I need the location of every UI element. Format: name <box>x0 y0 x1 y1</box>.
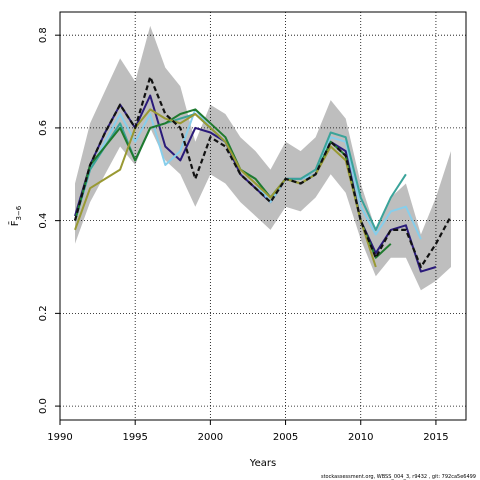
x-axis: 1990 1995 2000 2005 2010 2015 <box>47 420 449 443</box>
x-tick-label: 2010 <box>348 432 373 443</box>
x-tick-label: 2005 <box>273 432 298 443</box>
x-axis-title: Years <box>249 458 276 469</box>
y-axis-title-subscript: 3−6 <box>15 205 23 220</box>
y-tick-label: 0.0 <box>38 398 49 414</box>
series-layer <box>73 75 452 273</box>
x-tick-label: 1990 <box>47 432 72 443</box>
y-tick-label: 0.6 <box>38 120 49 136</box>
confidence-band <box>75 25 451 291</box>
series-line-5 <box>74 108 377 268</box>
y-tick-label: 0.8 <box>38 27 49 43</box>
series-line-6 <box>73 75 452 269</box>
y-axis: 0.0 0.2 0.4 0.6 0.8 <box>38 27 60 414</box>
y-axis-title-main: F̄ <box>8 220 21 226</box>
footer-caption: stockassessment.org, WBSS_004_3, r9432 ,… <box>321 474 476 480</box>
x-tick-label: 2015 <box>423 432 448 443</box>
x-tick-label: 1995 <box>122 432 147 443</box>
y-axis-title: F̄3−6 <box>8 205 23 226</box>
confidence-band-layer <box>75 25 451 291</box>
y-tick-label: 0.2 <box>38 305 49 321</box>
y-tick-label: 0.4 <box>38 213 49 229</box>
x-tick-label: 2000 <box>198 432 223 443</box>
plot-frame <box>59 11 467 421</box>
